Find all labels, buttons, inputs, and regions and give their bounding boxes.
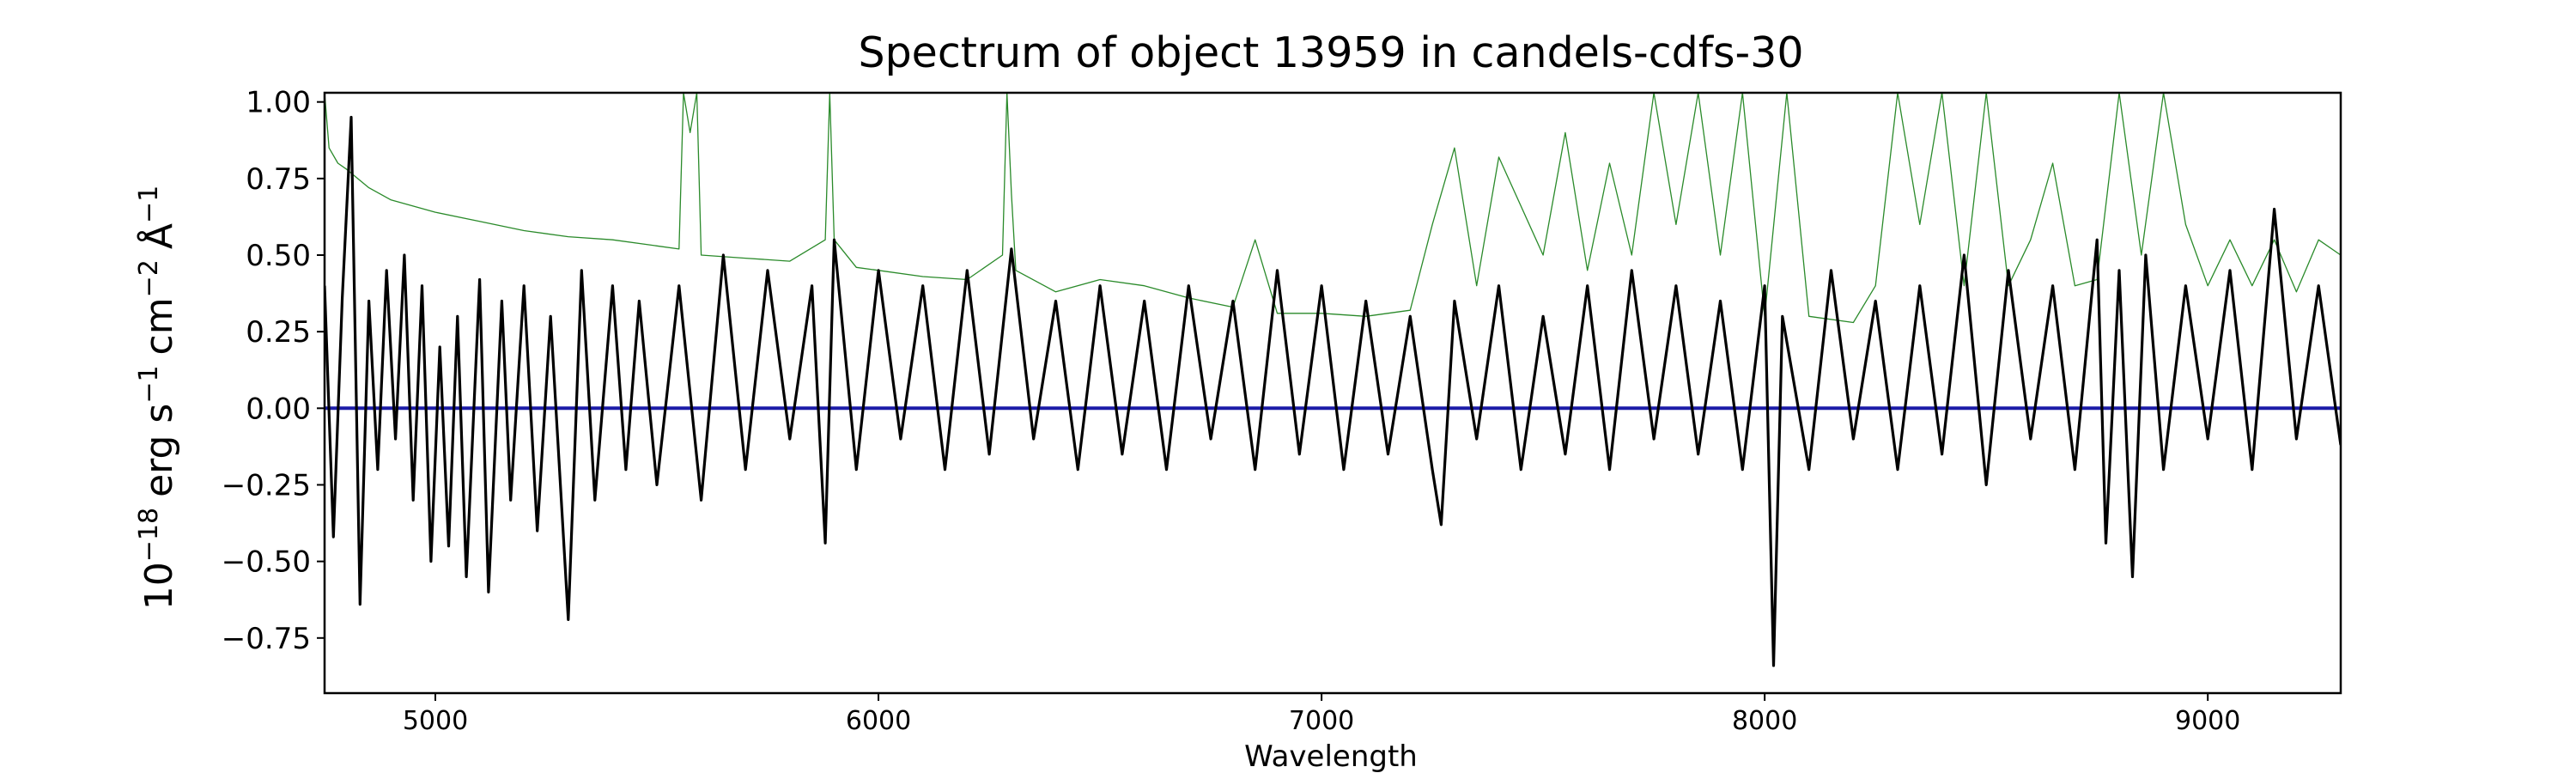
y-tick-label: 1.00 xyxy=(246,86,311,120)
ticks-layer: 5000 6000 7000 8000 9000 1.00 0.75 0.50 0.25 0.00… xyxy=(222,86,2241,736)
series-line-error xyxy=(325,93,2341,324)
y-axis-label-exp-6: −1 xyxy=(134,186,164,223)
y-axis-label-exp: −18 xyxy=(134,508,164,562)
y-axis-label-exp-2: −1 xyxy=(134,365,164,403)
y-tick-label: −0.50 xyxy=(222,545,311,580)
plot-frame xyxy=(323,91,2342,695)
y-axis-label-part-3: cm xyxy=(137,297,181,355)
x-axis-label: Wavelength xyxy=(1244,740,1418,773)
x-tick-label: 5000 xyxy=(403,706,468,736)
series-line-flux xyxy=(325,115,2341,667)
y-axis-label: 10−18erg s−1cm−2Å−1 xyxy=(134,186,182,610)
y-tick-label: 0.25 xyxy=(246,315,311,350)
y-axis-label-part-1: erg s xyxy=(137,404,181,497)
x-tick-label: 7000 xyxy=(1289,706,1354,736)
x-tick-label: 8000 xyxy=(1732,706,1797,736)
y-tick-label: −0.25 xyxy=(222,468,311,502)
y-tick-label: −0.75 xyxy=(222,622,311,656)
y-tick-label: 0.75 xyxy=(246,162,311,197)
y-tick-label: 0.00 xyxy=(246,392,311,426)
y-axis-label-base: 10 xyxy=(137,562,181,610)
series-layer xyxy=(325,93,2341,667)
x-tick-label: 6000 xyxy=(846,706,911,736)
y-axis-label-exp-4: −2 xyxy=(134,259,164,297)
y-axis-label-part-5: Å xyxy=(136,223,181,249)
x-tick-label: 9000 xyxy=(2175,706,2240,736)
y-tick-label: 0.50 xyxy=(246,239,311,273)
chart-title: Spectrum of object 13959 in candels-cdfs… xyxy=(858,28,1803,77)
